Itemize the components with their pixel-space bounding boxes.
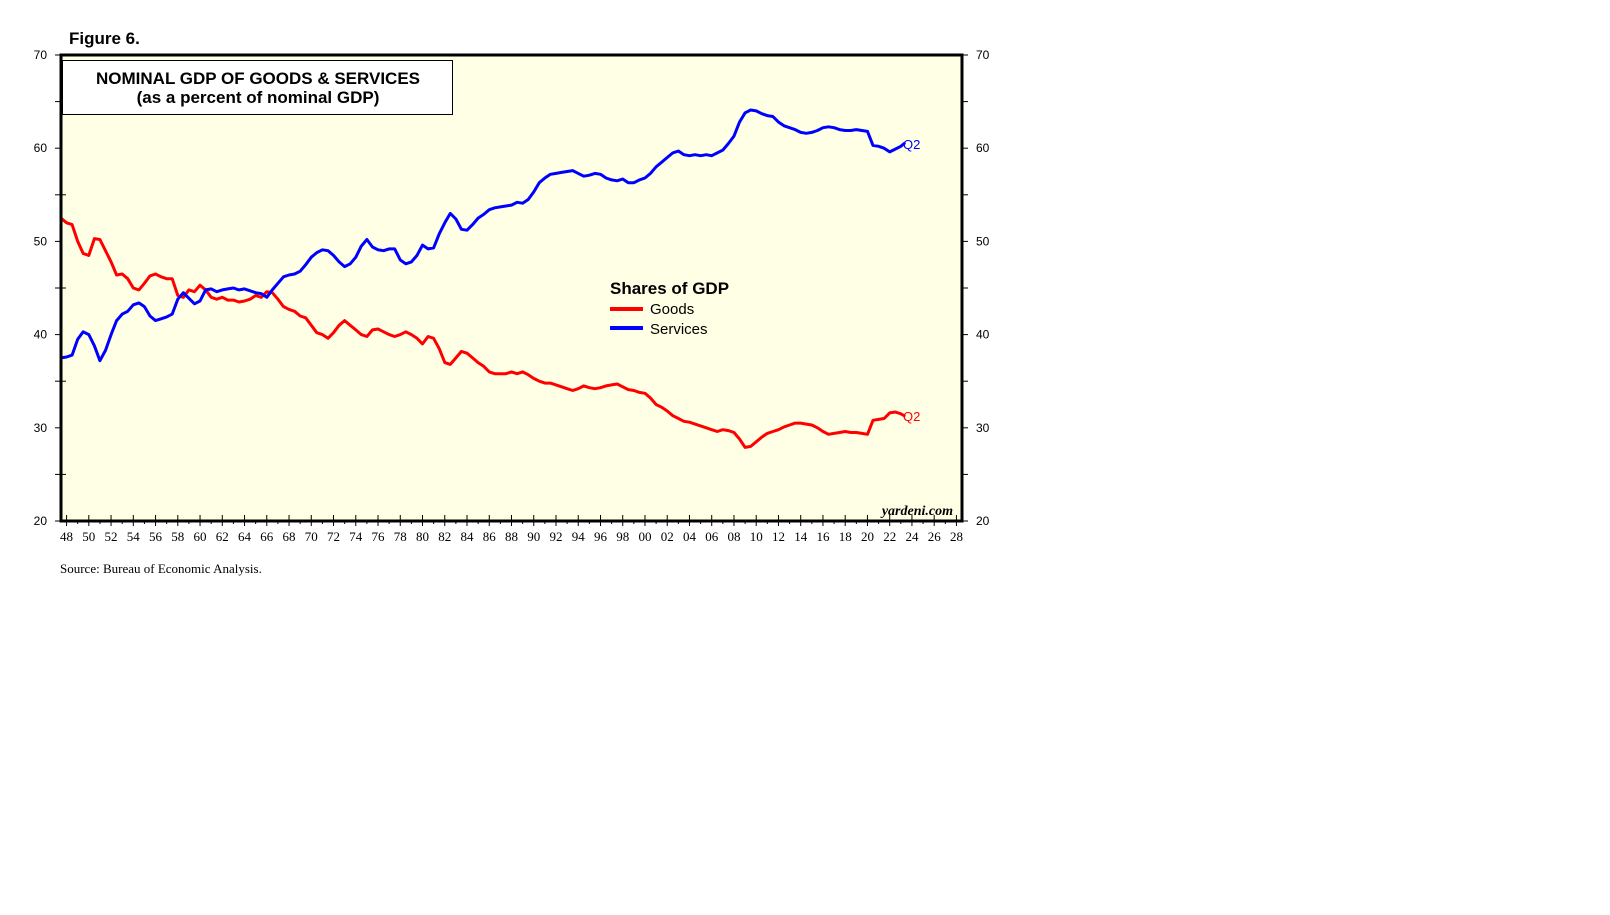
x-tick-label: 88 bbox=[505, 529, 518, 544]
x-tick-label: 62 bbox=[216, 529, 229, 544]
figure-label: Figure 6. bbox=[69, 29, 140, 48]
x-tick-label: 60 bbox=[194, 529, 207, 544]
x-tick-label: 78 bbox=[394, 529, 407, 544]
x-tick-label: 06 bbox=[705, 529, 719, 544]
y-tick-label-left: 40 bbox=[34, 328, 48, 342]
watermark: yardeni.com bbox=[880, 504, 953, 519]
y-tick-label-left: 20 bbox=[34, 514, 48, 528]
y-tick-label-left: 50 bbox=[34, 234, 48, 248]
x-tick-label: 76 bbox=[372, 529, 386, 544]
series-line-goods bbox=[59, 216, 906, 449]
x-tick-label: 54 bbox=[127, 529, 141, 544]
x-tick-label: 52 bbox=[105, 529, 118, 544]
x-tick-label: 90 bbox=[527, 529, 540, 544]
x-tick-label: 12 bbox=[772, 529, 785, 544]
series-layer bbox=[59, 108, 906, 449]
x-tick-label: 04 bbox=[683, 529, 697, 544]
x-tick-label: 02 bbox=[661, 529, 674, 544]
y-tick-label-right: 50 bbox=[976, 234, 990, 248]
x-tick-label: 66 bbox=[260, 529, 274, 544]
x-tick-label: 94 bbox=[572, 529, 586, 544]
x-tick-label: 18 bbox=[839, 529, 852, 544]
y-tick-label-right: 70 bbox=[976, 48, 990, 62]
chart-title: NOMINAL GDP OF GOODS & SERVICES bbox=[96, 69, 420, 88]
x-tick-label: 00 bbox=[638, 529, 651, 544]
x-tick-label: 58 bbox=[171, 529, 184, 544]
chart-subtitle: (as a percent of nominal GDP) bbox=[137, 88, 380, 107]
services-end-label: Q2 bbox=[903, 137, 920, 152]
legend-goods-label: Goods bbox=[650, 301, 694, 318]
y-tick-label-right: 40 bbox=[976, 328, 990, 342]
y-tick-label-right: 60 bbox=[976, 141, 990, 155]
x-tick-label: 10 bbox=[750, 529, 763, 544]
x-tick-label: 20 bbox=[861, 529, 874, 544]
x-tick-label: 24 bbox=[905, 529, 919, 544]
x-tick-label: 68 bbox=[283, 529, 296, 544]
y-tick-label-left: 30 bbox=[34, 421, 48, 435]
x-tick-label: 28 bbox=[950, 529, 963, 544]
plot-frame bbox=[59, 53, 964, 523]
y-tick-label-right: 30 bbox=[976, 421, 990, 435]
x-tick-label: 80 bbox=[416, 529, 429, 544]
series-line-services bbox=[59, 108, 906, 363]
x-tick-label: 86 bbox=[483, 529, 497, 544]
goods-end-label: Q2 bbox=[903, 409, 920, 424]
x-tick-label: 26 bbox=[928, 529, 942, 544]
y-tick-label-left: 60 bbox=[34, 141, 48, 155]
x-tick-label: 48 bbox=[60, 529, 73, 544]
x-tick-label: 82 bbox=[438, 529, 451, 544]
x-tick-label: 74 bbox=[349, 529, 363, 544]
x-tick-label: 64 bbox=[238, 529, 252, 544]
x-tick-label: 92 bbox=[549, 529, 562, 544]
x-tick-label: 08 bbox=[727, 529, 740, 544]
y-tick-label-left: 70 bbox=[34, 48, 48, 62]
legend-services-label: Services bbox=[650, 321, 708, 338]
x-tick-label: 70 bbox=[305, 529, 318, 544]
x-tick-label: 98 bbox=[616, 529, 629, 544]
source-note: Source: Bureau of Economic Analysis. bbox=[60, 561, 262, 576]
x-tick-label: 50 bbox=[82, 529, 95, 544]
right-y-axis: 20 30 40 50 60 70 bbox=[962, 48, 990, 528]
x-tick-label: 14 bbox=[794, 529, 808, 544]
x-tick-label: 72 bbox=[327, 529, 340, 544]
left-y-axis: 20 30 40 50 60 70 bbox=[34, 48, 66, 528]
legend-title: Shares of GDP bbox=[610, 279, 729, 298]
x-tick-label: 84 bbox=[461, 529, 475, 544]
x-tick-label: 56 bbox=[149, 529, 163, 544]
legend: Shares of GDP Goods Services bbox=[610, 279, 729, 338]
y-tick-label-right: 20 bbox=[976, 514, 990, 528]
x-tick-label: 16 bbox=[816, 529, 830, 544]
title-box bbox=[62, 60, 453, 115]
x-tick-label: 22 bbox=[883, 529, 896, 544]
x-tick-label: 96 bbox=[594, 529, 608, 544]
